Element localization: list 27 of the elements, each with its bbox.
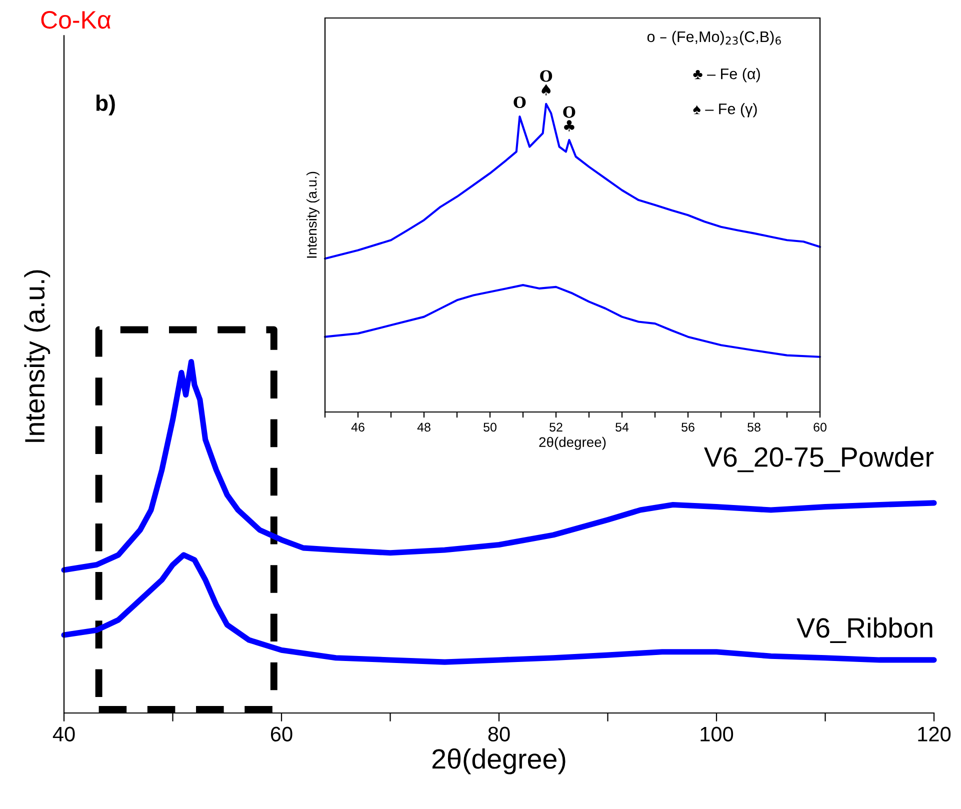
- text: Co-Kα: [41, 11, 111, 29]
- x-tick-label: 120: [918, 726, 951, 742]
- y-axis-title: Intensity (a.u.): [306, 172, 320, 258]
- annotation: O ♠: [540, 70, 552, 96]
- x-axis-title: 2θ(degree): [432, 748, 566, 774]
- x-tick-label: 46: [351, 422, 364, 432]
- series-label: V6_20-75_Powder: [704, 446, 934, 472]
- x-tick-label: 48: [417, 422, 430, 432]
- x-tick-label: 54: [616, 422, 629, 432]
- x-tick-label: 50: [484, 422, 496, 432]
- annotation: O ♣: [563, 106, 576, 132]
- x-tick-label: 80: [488, 726, 510, 742]
- text: ♣ – Fe (α): [693, 68, 760, 82]
- x-tick-label: 60: [270, 726, 292, 742]
- series-label: V6_Ribbon: [796, 617, 932, 644]
- x-tick-label: 40: [52, 726, 75, 742]
- x-tick-label: 100: [700, 726, 734, 742]
- x-tick-label: 60: [814, 422, 826, 432]
- x-tick-label: 58: [748, 422, 760, 432]
- annotation: O: [514, 96, 526, 108]
- y-axis-title: Intensity (a.u.): [24, 270, 50, 442]
- x-axis-title: 2θ(degree): [539, 436, 606, 450]
- text: b): [96, 94, 115, 116]
- x-tick-label: 52: [550, 422, 562, 432]
- text: o – (Fe,Mo)$_{23}$(C,B)$_{6}$: [647, 30, 781, 46]
- annotation: ♠ – Fe (γ): [693, 103, 757, 118]
- x-tick-label: 56: [682, 422, 694, 432]
